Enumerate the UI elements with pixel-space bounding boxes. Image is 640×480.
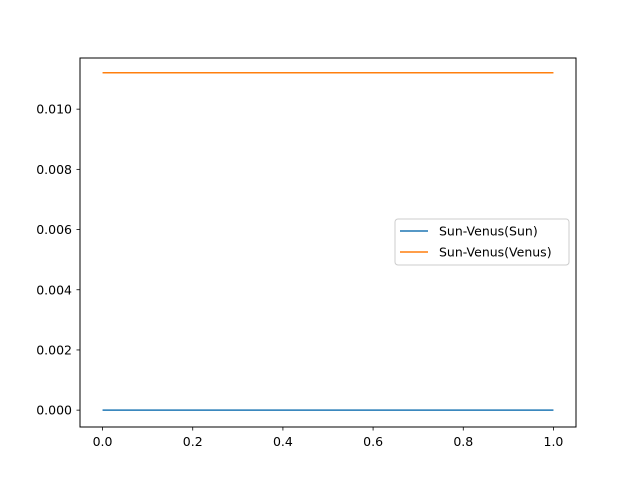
series-layer [102,72,554,411]
x-tick-label: 0.8 [453,434,473,449]
legend-label: Sun-Venus(Venus) [439,245,552,260]
x-tick-label: 0.6 [363,434,383,449]
y-tick-label: 0.000 [36,403,72,418]
y-tick-label: 0.008 [36,162,72,177]
x-tick-label: 0.0 [93,434,113,449]
y-tick-label: 0.002 [36,342,72,357]
y-tick-label: 0.006 [36,222,72,237]
axis-layer: 0.0 0.2 0.4 0.6 0.8 1.0 0.000 0.002 0.004 0.006 0.… [36,102,563,449]
x-tick-label: 0.4 [273,434,293,449]
legend: Sun-Venus(Sun) Sun-Venus(Venus) [394,218,570,266]
y-tick-label: 0.010 [36,102,72,117]
plot-frame [79,57,577,428]
legend-box [394,218,570,266]
y-tick-label: 0.004 [36,282,72,297]
x-tick-label: 1.0 [544,434,564,449]
x-tick-label: 0.2 [183,434,203,449]
legend-label: Sun-Venus(Sun) [439,224,538,239]
